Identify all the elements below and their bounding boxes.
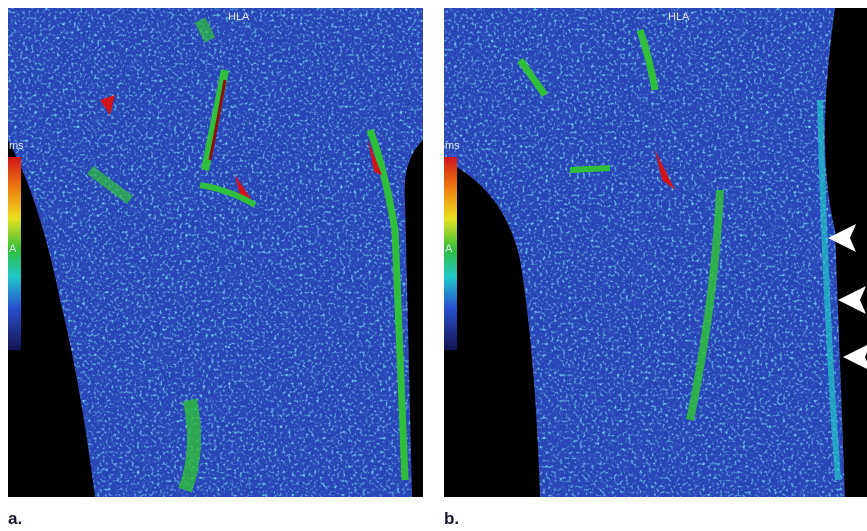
panel-b: HLA ms A [444,8,867,497]
orientation-label: HLA [228,11,250,23]
unit-label: ms [445,140,460,152]
panel-label: a. [8,509,22,528]
panel-label: b. [444,509,459,528]
scale-label: A [9,243,17,255]
panel-a: HLA ms A [8,8,423,497]
scale-label: A [445,243,453,255]
unit-label: ms [9,140,24,152]
orientation-label: HLA [668,11,690,23]
